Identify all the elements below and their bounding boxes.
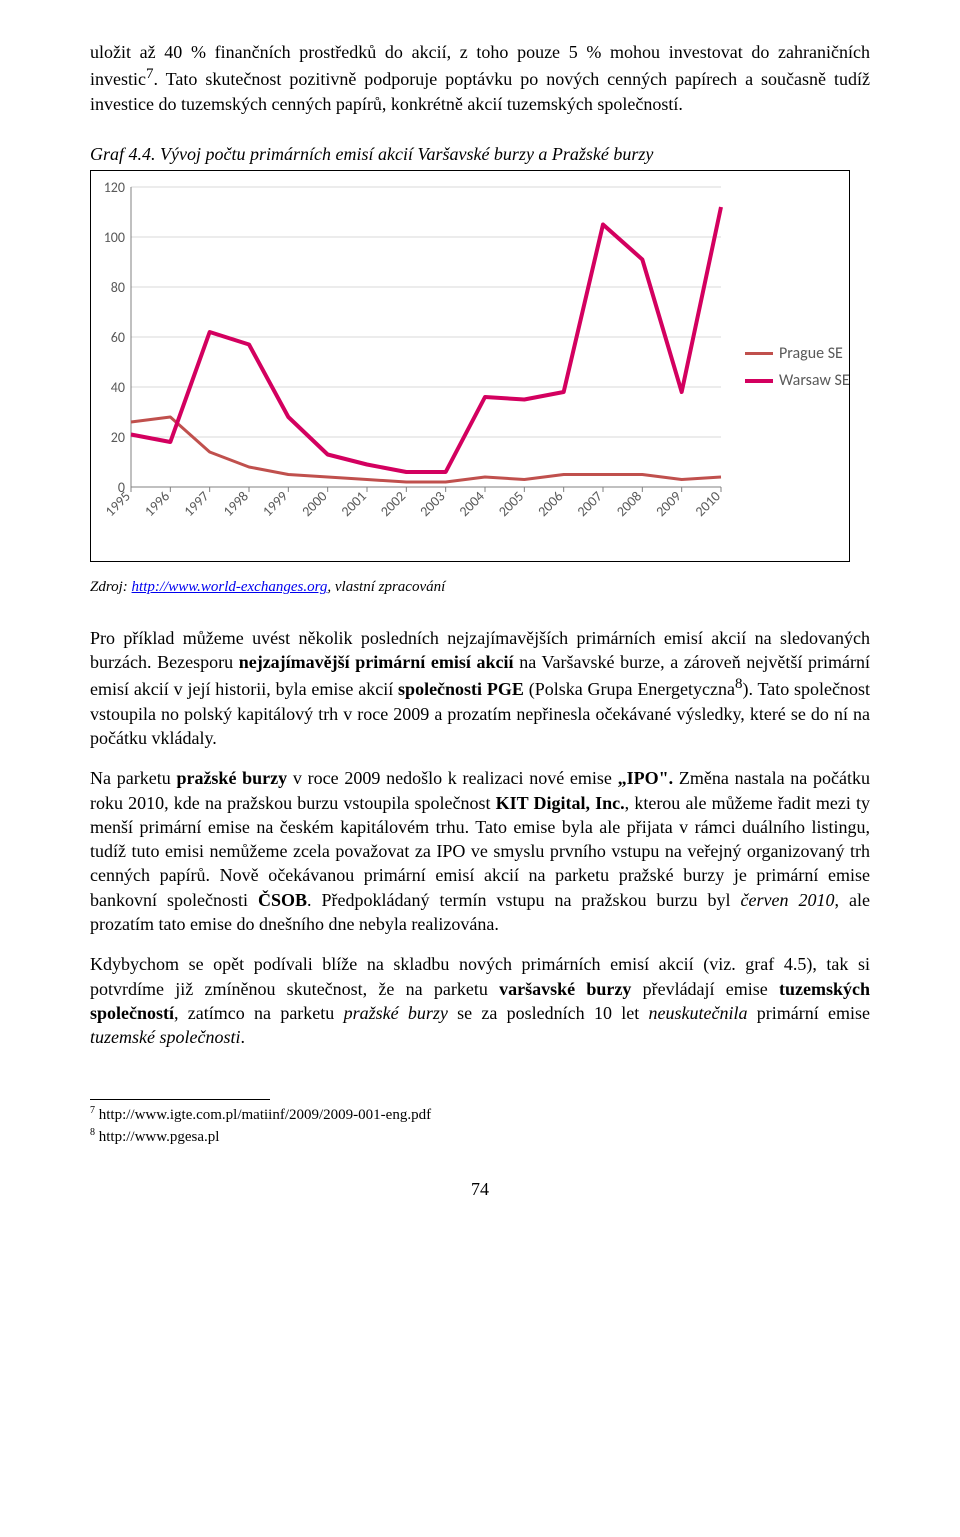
paragraph-3: Na parketu pražské burzy v roce 2009 ned… <box>90 766 870 936</box>
para1-tail: . Tato skutečnost pozitivně podporuje po… <box>90 69 870 113</box>
svg-text:2007: 2007 <box>574 488 606 520</box>
p3-i: . Předpokládaný termín vstupu na pražsko… <box>307 890 741 910</box>
p3-f: KIT Digital, Inc. <box>496 793 625 813</box>
p2-d: společnosti PGE <box>398 679 524 699</box>
source-prefix: Zdroj: <box>90 579 132 595</box>
p4-c: převládají emise <box>631 979 779 999</box>
p3-d: „IPO". <box>618 768 674 788</box>
footnote-8: 8 http://www.pgesa.pl <box>90 1126 870 1147</box>
legend-label-warsaw: Warsaw SE <box>779 370 850 392</box>
p4-k: . <box>240 1027 245 1047</box>
svg-text:2004: 2004 <box>456 488 488 520</box>
svg-text:1999: 1999 <box>259 488 291 520</box>
p4-i: primární emise <box>747 1003 870 1023</box>
svg-text:100: 100 <box>104 229 125 246</box>
svg-text:2003: 2003 <box>416 488 448 520</box>
legend-item-warsaw: Warsaw SE <box>745 370 850 392</box>
svg-text:2001: 2001 <box>338 488 370 520</box>
chart-legend: Prague SE Warsaw SE <box>745 337 850 398</box>
p2-e: (Polska Grupa Energetyczna <box>524 679 735 699</box>
p3-h: ČSOB <box>258 890 307 910</box>
p4-h: neuskutečnila <box>649 1003 748 1023</box>
footnote-separator <box>90 1099 270 1100</box>
svg-text:20: 20 <box>111 429 125 446</box>
p3-c: v roce 2009 nedošlo k realizaci nové emi… <box>287 768 617 788</box>
svg-text:1998: 1998 <box>220 488 252 520</box>
footnotes: 7 http://www.igte.com.pl/matiinf/2009/20… <box>90 1104 870 1147</box>
p3-b: pražské burzy <box>176 768 287 788</box>
chart-source: Zdroj: http://www.world-exchanges.org, v… <box>90 577 870 597</box>
legend-label-prague: Prague SE <box>779 343 843 365</box>
chart-title: Graf 4.4. Vývoj počtu primárních emisí a… <box>90 142 870 166</box>
p3-a: Na parketu <box>90 768 176 788</box>
p4-b: varšavské burzy <box>499 979 631 999</box>
p4-g: se za posledních 10 let <box>448 1003 649 1023</box>
footnote-8-text: http://www.pgesa.pl <box>95 1129 219 1145</box>
footnote-ref-7: 7 <box>146 66 154 82</box>
p3-j: červen 2010 <box>741 890 835 910</box>
svg-text:1995: 1995 <box>102 488 134 520</box>
svg-text:2009: 2009 <box>652 488 684 520</box>
p4-f: pražské burzy <box>344 1003 448 1023</box>
svg-text:60: 60 <box>111 329 125 346</box>
svg-text:2008: 2008 <box>613 488 645 520</box>
paragraph-2: Pro příklad můžeme uvést několik posledn… <box>90 626 870 750</box>
svg-text:2002: 2002 <box>377 488 409 520</box>
svg-text:2000: 2000 <box>298 488 330 520</box>
legend-item-prague: Prague SE <box>745 343 850 365</box>
p4-j: tuzemské společnosti <box>90 1027 240 1047</box>
p4-e: , zatímco na parketu <box>174 1003 344 1023</box>
svg-text:2006: 2006 <box>534 488 566 520</box>
svg-text:1996: 1996 <box>141 488 173 520</box>
svg-text:1997: 1997 <box>180 488 212 520</box>
paragraph-1: uložit až 40 % finančních prostředků do … <box>90 40 870 116</box>
legend-swatch-warsaw <box>745 379 773 383</box>
svg-text:2010: 2010 <box>692 488 724 520</box>
svg-text:80: 80 <box>111 279 125 296</box>
chart-container: 0204060801001201995199619971998199920002… <box>90 170 850 562</box>
svg-text:2005: 2005 <box>495 488 527 520</box>
p2-b: nejzajímavější primární emisí akcií <box>239 652 514 672</box>
footnote-7-text: http://www.igte.com.pl/matiinf/2009/2009… <box>95 1107 431 1123</box>
svg-text:40: 40 <box>111 379 125 396</box>
svg-text:120: 120 <box>104 179 125 196</box>
footnote-7: 7 http://www.igte.com.pl/matiinf/2009/20… <box>90 1104 870 1125</box>
legend-swatch-prague <box>745 352 773 355</box>
source-suffix: , vlastní zpracování <box>327 579 445 595</box>
source-link[interactable]: http://www.world-exchanges.org <box>132 579 328 595</box>
page-number: 74 <box>90 1177 870 1201</box>
paragraph-4: Kdybychom se opět podívali blíže na skla… <box>90 952 870 1049</box>
line-chart: 0204060801001201995199619971998199920002… <box>97 179 737 549</box>
